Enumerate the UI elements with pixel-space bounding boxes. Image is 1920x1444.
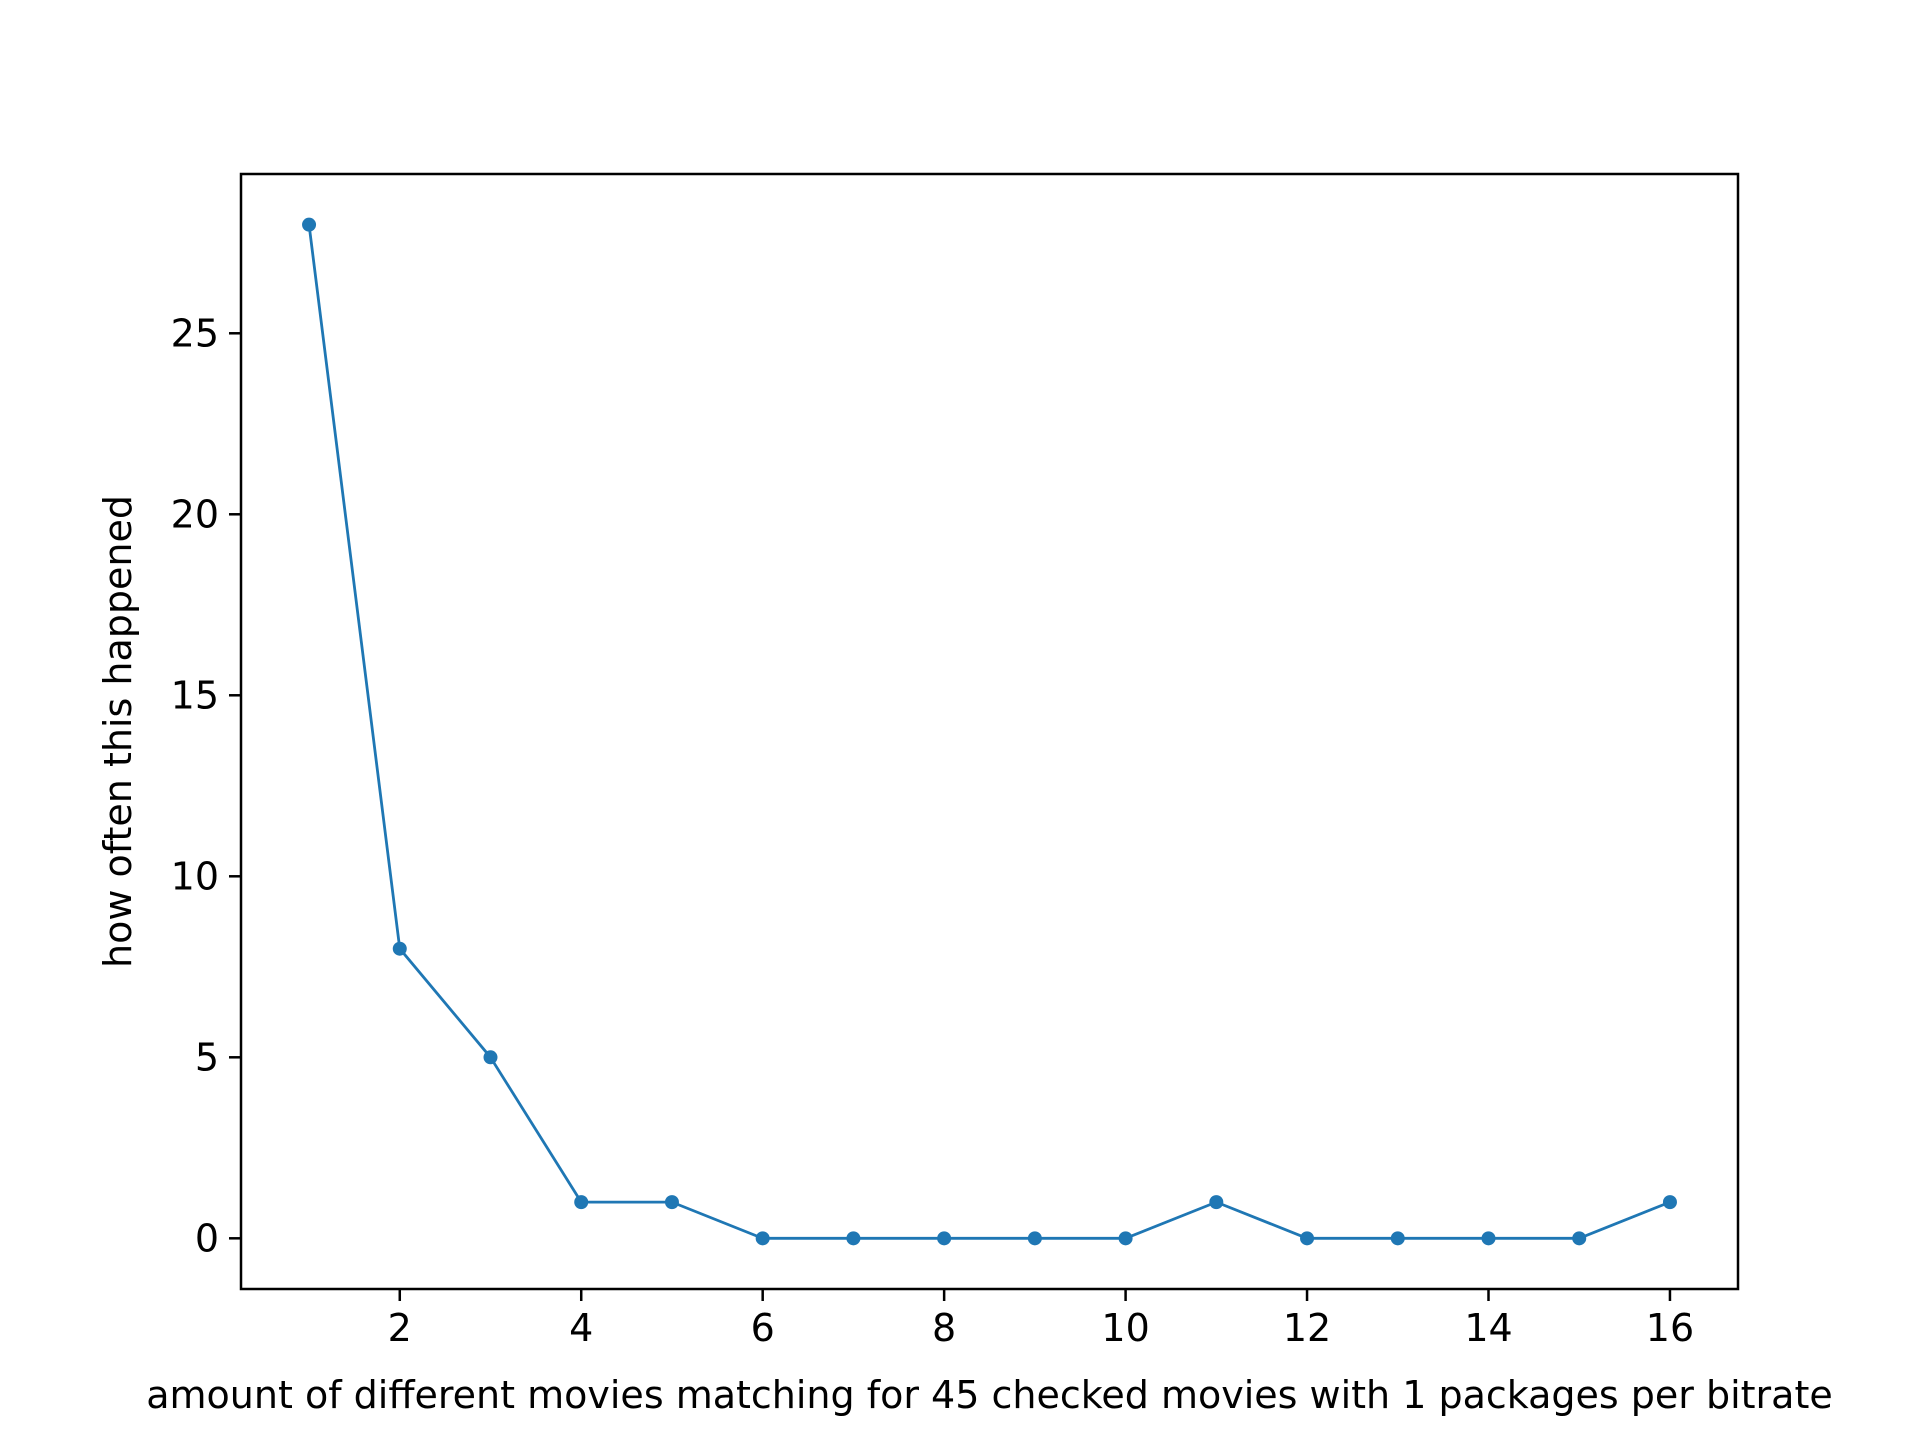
y-tick-label: 15	[171, 673, 219, 717]
data-point	[483, 1050, 498, 1065]
data-point	[1300, 1231, 1315, 1246]
data-point	[1572, 1231, 1587, 1246]
data-point	[1390, 1231, 1405, 1246]
y-axis-label: how often this happened	[96, 495, 140, 968]
x-tick-label: 4	[569, 1306, 593, 1350]
data-point	[664, 1195, 679, 1210]
data-point	[302, 217, 317, 232]
x-tick-label: 8	[932, 1306, 956, 1350]
y-tick-label: 10	[171, 854, 219, 898]
x-tick-label: 10	[1101, 1306, 1149, 1350]
data-point	[1118, 1231, 1133, 1246]
plot-frame	[239, 172, 1740, 1291]
data-point	[1662, 1195, 1677, 1210]
series-line	[307, 224, 1671, 1240]
data-point	[937, 1231, 952, 1246]
data-point	[1481, 1231, 1496, 1246]
x-tick-label: 14	[1464, 1306, 1512, 1350]
y-tick-label: 25	[171, 311, 219, 355]
x-tick-label: 6	[751, 1306, 775, 1350]
data-point	[755, 1231, 770, 1246]
y-tick-label: 5	[195, 1035, 219, 1079]
x-tick-label: 2	[388, 1306, 412, 1350]
x-tick-label: 16	[1646, 1306, 1694, 1350]
data-point	[392, 941, 407, 956]
x-tick-label: 12	[1283, 1306, 1331, 1350]
data-point	[846, 1231, 861, 1246]
data-point	[574, 1195, 589, 1210]
data-point	[1027, 1231, 1042, 1246]
y-tick-label: 20	[171, 492, 219, 536]
x-axis-label: amount of different movies matching for …	[146, 1373, 1833, 1417]
series-layer	[302, 217, 1677, 1246]
ticks-layer: 2 4 6 8 10 12 14 16 0 5 10 15 20 25	[171, 311, 1694, 1350]
y-tick-label: 0	[195, 1216, 219, 1260]
data-point	[1209, 1195, 1224, 1210]
